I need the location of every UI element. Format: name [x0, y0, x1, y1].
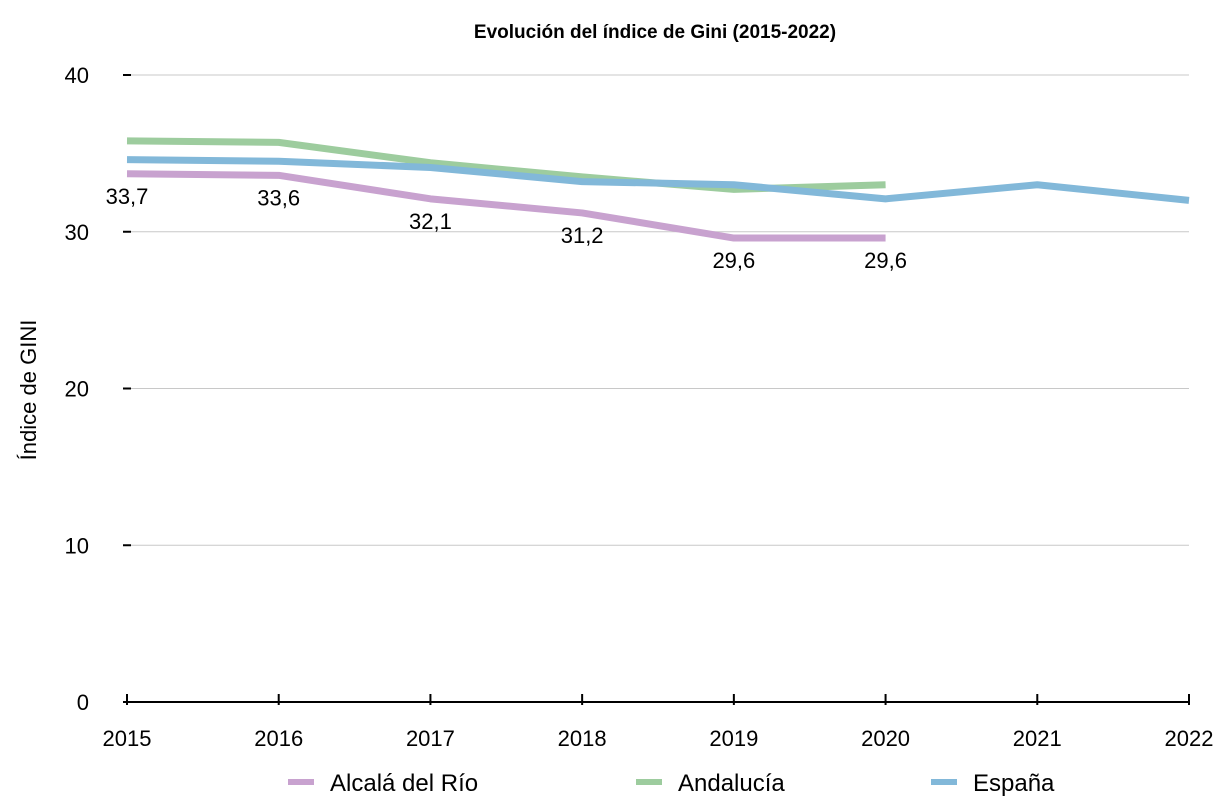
chart-title: Evolución del índice de Gini (2015-2022)	[474, 22, 836, 43]
data-label: 29,6	[712, 248, 755, 273]
x-tick-label: 2018	[558, 726, 607, 751]
y-tick-label: 40	[65, 63, 89, 88]
x-tick-label: 2022	[1165, 726, 1214, 751]
y-tick-label: 10	[65, 533, 89, 558]
series-line-andalucia	[126, 137, 886, 193]
legend-label: Alcalá del Río	[330, 770, 478, 796]
data-label: 33,6	[257, 185, 300, 210]
x-tick-label: 2017	[406, 726, 455, 751]
legend-label: España	[973, 770, 1055, 796]
x-tick-label: 2019	[709, 726, 758, 751]
legend-label: Andalucía	[678, 770, 785, 796]
grid-lines	[127, 74, 1189, 546]
x-tick-label: 2021	[1013, 726, 1062, 751]
data-label: 32,1	[409, 209, 452, 234]
data-label: 31,2	[561, 223, 604, 248]
data-labels: 33,7 33,6 32,1 31,2 29,6 29,6	[106, 184, 907, 273]
legend: Alcalá del Río Andalucía España	[288, 770, 1055, 796]
series-line-espana	[126, 156, 1190, 204]
data-label: 33,7	[106, 184, 149, 209]
x-tick-label: 2015	[103, 726, 152, 751]
axes: 0 10 20 30 40 2015 2016 2017 2018 2019 2020 2021 202…	[65, 63, 1214, 751]
x-tick-label: 2016	[254, 726, 303, 751]
data-label: 29,6	[864, 248, 907, 273]
x-tick-label: 2020	[861, 726, 910, 751]
series-line-alcala-del-rio	[126, 170, 886, 242]
y-tick-label: 0	[77, 690, 89, 715]
y-axis-title: Índice de GINI	[16, 320, 41, 461]
series-lines	[126, 137, 1190, 242]
y-tick-label: 30	[65, 220, 89, 245]
y-tick-label: 20	[65, 377, 89, 402]
